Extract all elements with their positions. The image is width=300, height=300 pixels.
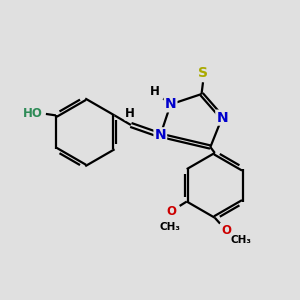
Text: N: N — [154, 128, 166, 142]
Text: N: N — [216, 111, 228, 124]
Text: H: H — [149, 85, 159, 98]
Text: O: O — [167, 205, 176, 218]
Text: S: S — [198, 66, 208, 80]
Text: O: O — [221, 224, 231, 237]
Text: H: H — [125, 107, 135, 120]
Text: CH₃: CH₃ — [159, 222, 180, 232]
Text: HO: HO — [22, 107, 42, 120]
Text: N: N — [165, 98, 176, 111]
Text: CH₃: CH₃ — [231, 236, 252, 245]
